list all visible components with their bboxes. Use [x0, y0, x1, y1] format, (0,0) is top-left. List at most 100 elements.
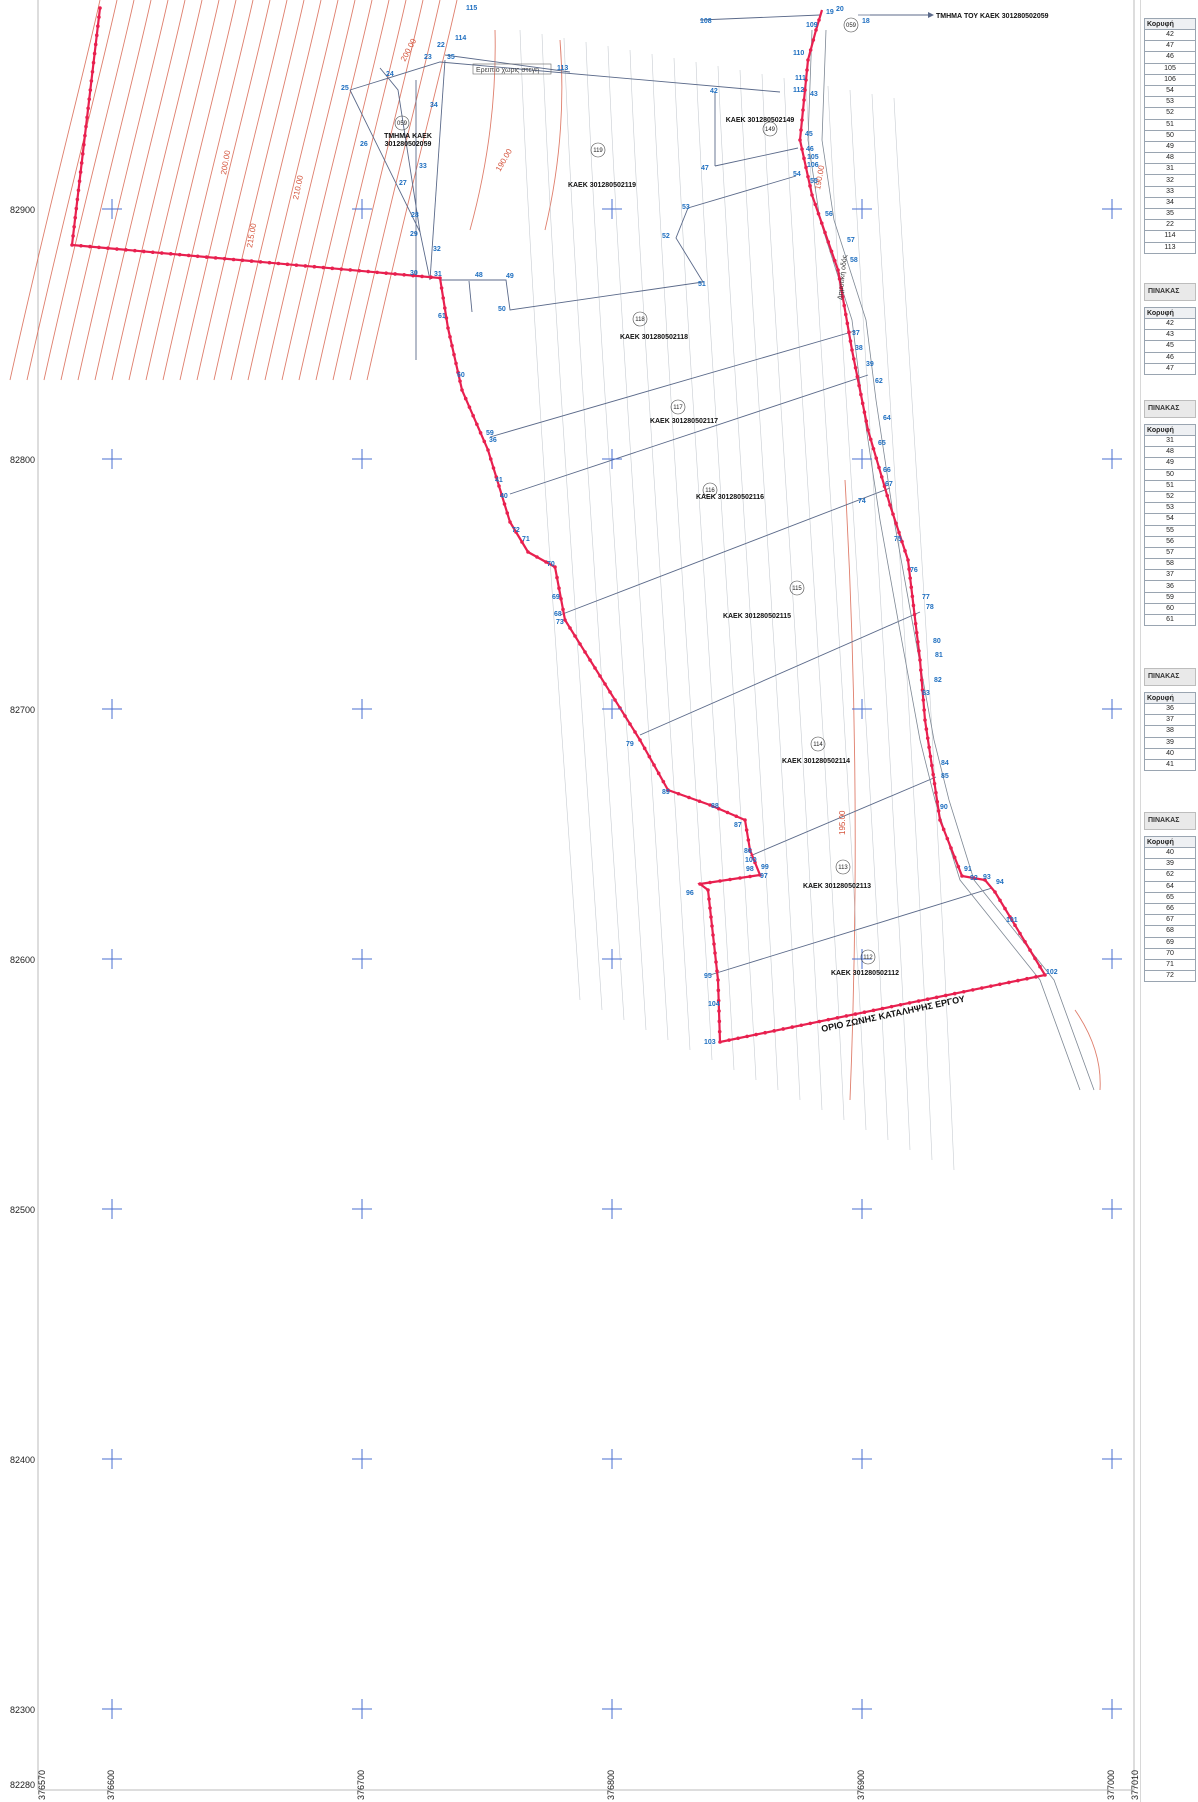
vertex-label-62: 62: [875, 378, 883, 385]
table-cell: 50: [1144, 468, 1196, 481]
vertex-label-73: 73: [556, 619, 564, 626]
boundary-dot: [781, 1027, 785, 1031]
vertex-label-99: 99: [761, 864, 769, 871]
table-row: 61: [1144, 613, 1196, 627]
parcel-number-112: 112: [860, 949, 876, 965]
x-label-376570: 376570: [37, 1770, 47, 1800]
vertex-label-32: 32: [433, 246, 441, 253]
boundary-dot: [603, 682, 607, 686]
boundary-dot: [993, 890, 997, 894]
special-labels: ΤΜΗΜΑ ΤΟΥ ΚΑΕΚ 301280502059 Ερειπιο χωρι…: [472, 12, 1049, 1034]
table-row: 39: [1144, 858, 1196, 871]
parcel-code-149: ΚΑΕΚ 301280502149: [726, 117, 795, 124]
boundary-dot: [1025, 976, 1029, 981]
boundary-dot: [402, 272, 406, 277]
vertex-label-85: 85: [941, 773, 949, 780]
vertex-label-103: 103: [704, 1039, 716, 1046]
boundary-dot: [851, 357, 856, 361]
boundary-dot: [142, 249, 146, 254]
contour-line: [43, 0, 135, 381]
svg-text:ΤΜΗΜΑ ΤΟΥ ΚΑΕΚ 301280502059: ΤΜΗΜΑ ΤΟΥ ΚΑΕΚ 301280502059: [936, 13, 1049, 20]
boundary-dot: [907, 1001, 912, 1005]
boundary-dot: [804, 165, 808, 170]
boundary-dot: [312, 264, 317, 269]
contour-label: 190.00: [494, 147, 514, 173]
table-cell: 53: [1144, 96, 1196, 109]
boundary-dot: [608, 690, 612, 694]
table-cell: 54: [1144, 513, 1196, 526]
table-cell: 50: [1144, 129, 1196, 142]
boundary-dot: [909, 585, 914, 590]
boundary-dot: [836, 268, 840, 272]
partial-parcel-code: 301280502059: [385, 141, 432, 148]
boundary-dot: [744, 828, 749, 832]
contour-label: 195.00: [838, 810, 847, 835]
x-label-376600: 376600: [106, 1770, 116, 1800]
boundary-dot: [633, 730, 637, 734]
table-cell: 72: [1144, 970, 1196, 983]
boundary-dot: [258, 260, 263, 264]
boundary-dot: [847, 330, 851, 335]
vertex-label-71: 71: [522, 536, 530, 543]
boundary-dot: [906, 558, 910, 562]
boundary-dot: [85, 115, 89, 120]
boundary-dot: [717, 1019, 722, 1024]
vertex-label-84: 84: [941, 760, 949, 767]
vertex-label-65: 65: [878, 440, 886, 447]
vertex-label-46: 46: [806, 146, 814, 153]
boundary-dot: [868, 437, 873, 442]
table-cell: 47: [1144, 40, 1196, 53]
table-row: 38: [1144, 725, 1196, 738]
boundary-dot: [805, 68, 809, 72]
table-row: 43: [1144, 329, 1196, 342]
boundary-dot: [420, 274, 424, 279]
table-row: 45: [1144, 340, 1196, 353]
boundary-dot: [713, 951, 717, 955]
vertex-label-61: 61: [438, 313, 446, 320]
vertex-label-19: 19: [826, 9, 834, 16]
boundary-dot: [709, 915, 713, 919]
vertex-label-87: 87: [734, 822, 742, 829]
vertex-label-42: 42: [710, 88, 718, 95]
vertex-label-108: 108: [700, 18, 712, 25]
boundary-dot: [925, 736, 930, 740]
terrain-line: [629, 49, 691, 1051]
table-cell: 51: [1144, 479, 1196, 492]
boundary-dot: [862, 410, 867, 415]
boundary-dot: [877, 465, 881, 470]
boundary-dot: [718, 879, 722, 883]
boundary-dot: [919, 668, 923, 672]
boundary-dot: [748, 874, 752, 879]
boundary-dot: [934, 995, 939, 1000]
y-label-82800: 82800: [10, 455, 35, 465]
table-cell: 37: [1144, 569, 1196, 582]
contour-line: [9, 0, 101, 381]
svg-text:149: 149: [765, 127, 776, 133]
y-label-82900: 82900: [10, 205, 35, 215]
boundary-dot: [159, 251, 164, 255]
parcel-code-112: ΚΑΕΚ 301280502112: [831, 970, 899, 977]
boundary-dot: [961, 989, 966, 994]
boundary-dot: [745, 1034, 749, 1039]
boundary-dot: [917, 649, 921, 653]
boundary-dot: [952, 991, 957, 996]
parcel-number-116: 116: [702, 482, 718, 498]
table-cell: 41: [1144, 758, 1196, 772]
boundary-dot: [357, 268, 362, 273]
table-cell: 31: [1144, 163, 1196, 176]
table-title: ΠΙΝΑΚΑΣ: [1144, 283, 1196, 301]
table-row: 68: [1144, 925, 1196, 938]
boundary-dot: [330, 266, 335, 271]
contour-line: [196, 0, 288, 381]
vertex-label-66: 66: [883, 467, 891, 474]
svg-text:117: 117: [673, 405, 683, 411]
vertex-label-112: 112: [793, 87, 804, 94]
vertex-label-41: 41: [495, 477, 503, 484]
y-label-82400: 82400: [10, 1455, 35, 1465]
vertex-label-74: 74: [858, 498, 866, 505]
vertex-label-82: 82: [934, 677, 942, 684]
boundary-dot: [842, 303, 847, 308]
vertex-label-40: 40: [500, 493, 508, 500]
parcel-code-113: ΚΑΕΚ 301280502113: [803, 883, 871, 890]
boundary-dot: [814, 28, 818, 32]
